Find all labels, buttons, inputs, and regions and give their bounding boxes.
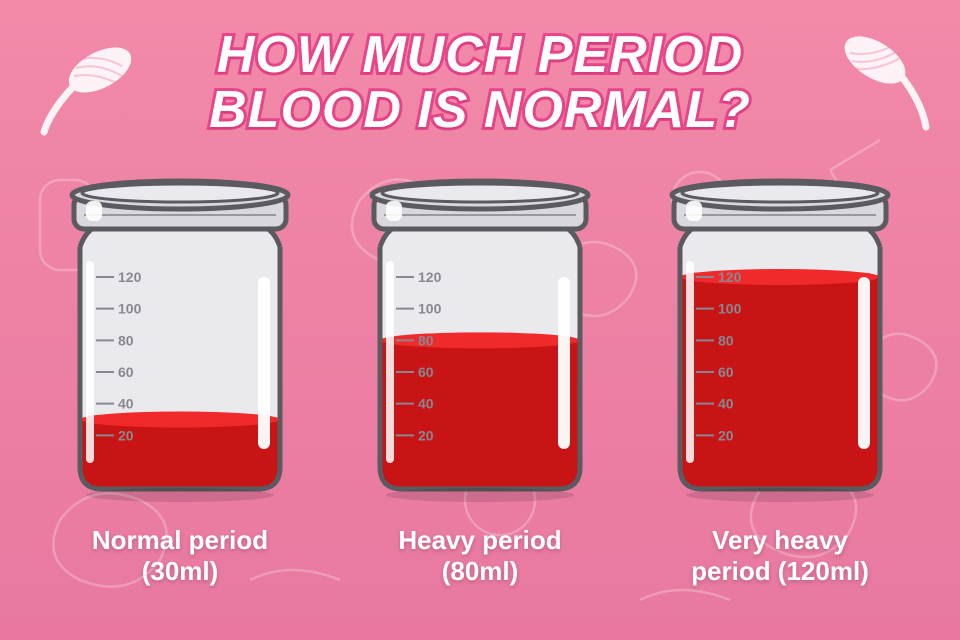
svg-text:40: 40 [118,396,134,412]
svg-text:100: 100 [118,301,142,317]
svg-text:120: 120 [718,269,742,285]
caption-line-1: Normal period [92,525,268,555]
jar-caption: Very heavy period (120ml) [691,525,869,587]
jar-caption: Normal period (30ml) [92,525,268,587]
infographic-title: HOW MUCH PERIOD BLOOD IS NORMAL? [0,0,960,137]
svg-text:80: 80 [418,333,434,349]
svg-text:60: 60 [118,364,134,380]
svg-text:80: 80 [718,333,734,349]
svg-text:20: 20 [418,428,434,444]
caption-line-2: (30ml) [142,556,219,586]
jar-very-heavy: 20 40 60 80 100 120 [650,167,910,507]
caption-line-1: Heavy period [398,525,561,555]
svg-text:20: 20 [718,428,734,444]
svg-text:120: 120 [118,269,142,285]
svg-text:60: 60 [418,364,434,380]
jar-block-normal: 20 40 60 80 100 120 Normal period (30ml) [30,167,330,587]
jar-heavy: 20 40 60 80 100 120 [350,167,610,507]
svg-text:40: 40 [418,396,434,412]
svg-text:100: 100 [418,301,442,317]
jar-block-heavy: 20 40 60 80 100 120 Heavy period (80ml) [330,167,630,587]
caption-line-2: (80ml) [442,556,519,586]
jars-row: 20 40 60 80 100 120 Normal period (30ml) [0,167,960,587]
title-line-2: BLOOD IS NORMAL? [209,81,751,139]
svg-text:80: 80 [118,333,134,349]
caption-line-2: period (120ml) [691,556,869,586]
svg-text:40: 40 [718,396,734,412]
jar-normal: 20 40 60 80 100 120 [50,167,310,507]
jar-caption: Heavy period (80ml) [398,525,561,587]
jar-block-very-heavy: 20 40 60 80 100 120 Very heavy period (120ml) [630,167,930,587]
svg-text:120: 120 [418,269,442,285]
svg-text:60: 60 [718,364,734,380]
svg-text:20: 20 [118,428,134,444]
caption-line-1: Very heavy [712,525,848,555]
title-line-1: HOW MUCH PERIOD [217,26,743,84]
svg-text:100: 100 [718,301,742,317]
